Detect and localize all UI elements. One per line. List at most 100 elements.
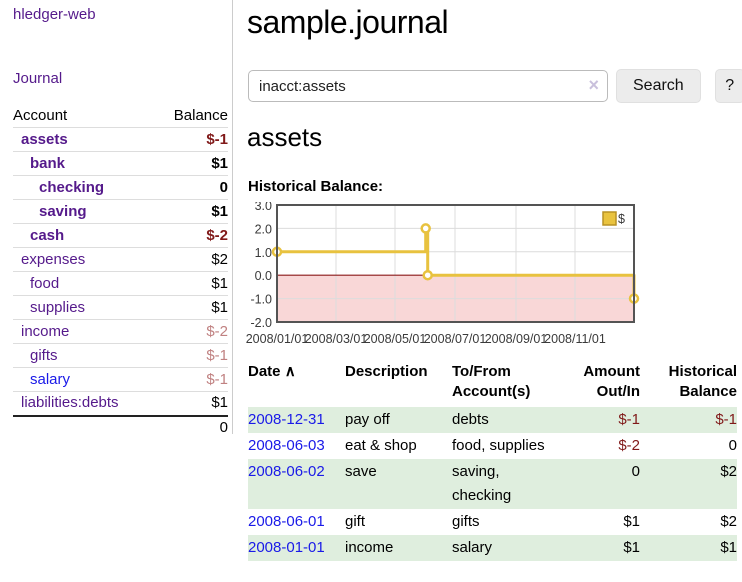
transaction-balance: $-1	[640, 407, 737, 433]
column-header-date[interactable]: Date ∧	[248, 362, 345, 407]
clear-search-icon[interactable]: ×	[588, 75, 599, 95]
account-balance: $-1	[155, 127, 228, 152]
account-row-checking: checking 0	[13, 175, 228, 200]
account-balance: 0	[155, 175, 228, 200]
account-link-food[interactable]: food	[30, 274, 60, 292]
transaction-amount: 0	[556, 459, 640, 509]
legend-swatch	[602, 211, 617, 226]
account-balance: $2	[155, 247, 228, 272]
transaction-accounts: debts	[452, 407, 556, 433]
search-button[interactable]: Search	[616, 69, 701, 103]
chart-y-axis: 3.0 2.0 1.0 0.0 -1.0 -2.0	[250, 202, 272, 330]
accounts-total-row: 0	[13, 414, 228, 440]
transaction-accounts: saving, checking	[452, 459, 556, 509]
account-row-cash: cash $-2	[13, 223, 228, 248]
transaction-balance: $2	[720, 513, 737, 530]
transaction-description: pay off	[345, 407, 452, 433]
y-tick: -1.0	[250, 293, 272, 307]
accounts-table: Account Balance assets $-1 bank $1 check…	[13, 105, 228, 440]
transaction-description: save	[345, 459, 452, 509]
sidebar-item-journal[interactable]: Journal	[13, 70, 63, 87]
account-link-liabilities-debts[interactable]: liabilities:debts	[21, 394, 119, 412]
account-row-bank: bank $1	[13, 151, 228, 176]
help-button[interactable]: ?	[714, 69, 742, 103]
register-row: 2008-12-31 pay off debts $-1 $-1	[248, 407, 737, 433]
transaction-accounts: food, supplies	[452, 437, 545, 454]
account-link-assets[interactable]: assets	[21, 130, 68, 148]
account-link-gifts[interactable]: gifts	[30, 346, 58, 364]
transaction-date-link[interactable]: 2008-06-03	[248, 437, 325, 454]
transaction-description: gift	[345, 513, 366, 530]
date-header-label: Date	[248, 363, 281, 380]
transaction-amount: $-1	[556, 407, 640, 433]
account-link-cash[interactable]: cash	[30, 226, 65, 244]
account-balance: $-2	[155, 319, 228, 344]
y-tick: 0.0	[255, 269, 272, 283]
search-input[interactable]	[248, 70, 608, 102]
register-row: 2008-01-01 income salary $1 $1	[248, 535, 737, 561]
chart-title: Historical Balance:	[248, 178, 384, 195]
account-balance: $1	[155, 391, 228, 416]
account-link-salary[interactable]: salary	[30, 370, 71, 388]
transaction-accounts: salary	[452, 535, 556, 561]
accounts-header-account: Account	[13, 107, 68, 124]
transaction-amount: $1	[623, 513, 640, 530]
account-link-checking[interactable]: checking	[39, 178, 105, 196]
chart-border	[276, 204, 635, 323]
register-row: 2008-06-02 save saving, checking 0 $2	[248, 459, 737, 509]
register-row: 2008-06-03 eat & shop food, supplies $-2…	[248, 433, 737, 459]
chart-legend: $	[602, 211, 625, 226]
account-balance: $-2	[155, 223, 228, 248]
register-row: 2008-06-01 gift gifts $1 $2	[248, 509, 737, 535]
search-form: × Search ?	[248, 69, 742, 103]
page-title: sample.journal	[247, 4, 449, 40]
account-row-liabilities-debts: liabilities:debts $1	[13, 391, 228, 416]
account-link-expenses[interactable]: expenses	[21, 250, 86, 268]
y-tick: 3.0	[255, 202, 272, 213]
sort-ascending-icon: ∧	[284, 363, 296, 380]
transaction-date-link[interactable]: 2008-12-31	[248, 411, 325, 428]
account-row-food: food $1	[13, 271, 228, 296]
account-row-gifts: gifts $-1	[13, 343, 228, 368]
account-balance: $-1	[155, 367, 228, 392]
historical-balance-chart: $ 3.0 2.0 1.0 0.0 -1.0 -2.0 2008/01/01 2…	[246, 202, 640, 346]
account-balance: $-1	[155, 343, 228, 368]
column-header-tofrom: To/From Account(s)	[452, 363, 531, 400]
accounts-header-balance: Balance	[173, 107, 228, 124]
sidebar-divider	[232, 0, 233, 434]
transaction-balance: $2	[640, 459, 737, 509]
register-table: Date ∧ Description To/From Account(s) Am…	[248, 362, 737, 561]
account-link-saving[interactable]: saving	[39, 202, 87, 220]
y-tick: 2.0	[255, 222, 272, 236]
account-row-assets: assets $-1	[13, 127, 228, 152]
transaction-amount: $-2	[618, 437, 640, 454]
x-tick: 2008/09/01	[485, 332, 548, 346]
transaction-date-link[interactable]: 2008-01-01	[248, 539, 325, 556]
transaction-description: eat & shop	[345, 437, 417, 454]
account-link-income[interactable]: income	[21, 322, 70, 340]
y-tick: 1.0	[255, 246, 272, 260]
account-link-supplies[interactable]: supplies	[30, 298, 86, 316]
account-row-supplies: supplies $1	[13, 295, 228, 320]
account-balance: $1	[155, 199, 228, 224]
account-row-saving: saving $1	[13, 199, 228, 224]
column-header-balance: Historical Balance	[668, 363, 737, 400]
transaction-date-link[interactable]: 2008-06-02	[248, 463, 325, 480]
transaction-amount: $1	[556, 535, 640, 561]
column-header-description: Description	[345, 363, 428, 380]
account-row-expenses: expenses $2	[13, 247, 228, 272]
transaction-date-link[interactable]: 2008-06-01	[248, 513, 325, 530]
transaction-description: income	[345, 535, 452, 561]
accounts-header-row: Account Balance	[13, 105, 228, 128]
account-page-title: assets	[247, 122, 323, 152]
account-link-bank[interactable]: bank	[30, 154, 66, 172]
column-header-amount: Amount Out/In	[583, 363, 640, 400]
brand-link[interactable]: hledger-web	[13, 6, 96, 23]
x-tick: 2008/03/01	[305, 332, 368, 346]
x-tick: 2008/01/01	[246, 332, 309, 346]
account-row-income: income $-2	[13, 319, 228, 344]
y-tick: -2.0	[250, 316, 272, 330]
x-tick: 2008/05/01	[364, 332, 427, 346]
transaction-accounts: gifts	[452, 513, 480, 530]
